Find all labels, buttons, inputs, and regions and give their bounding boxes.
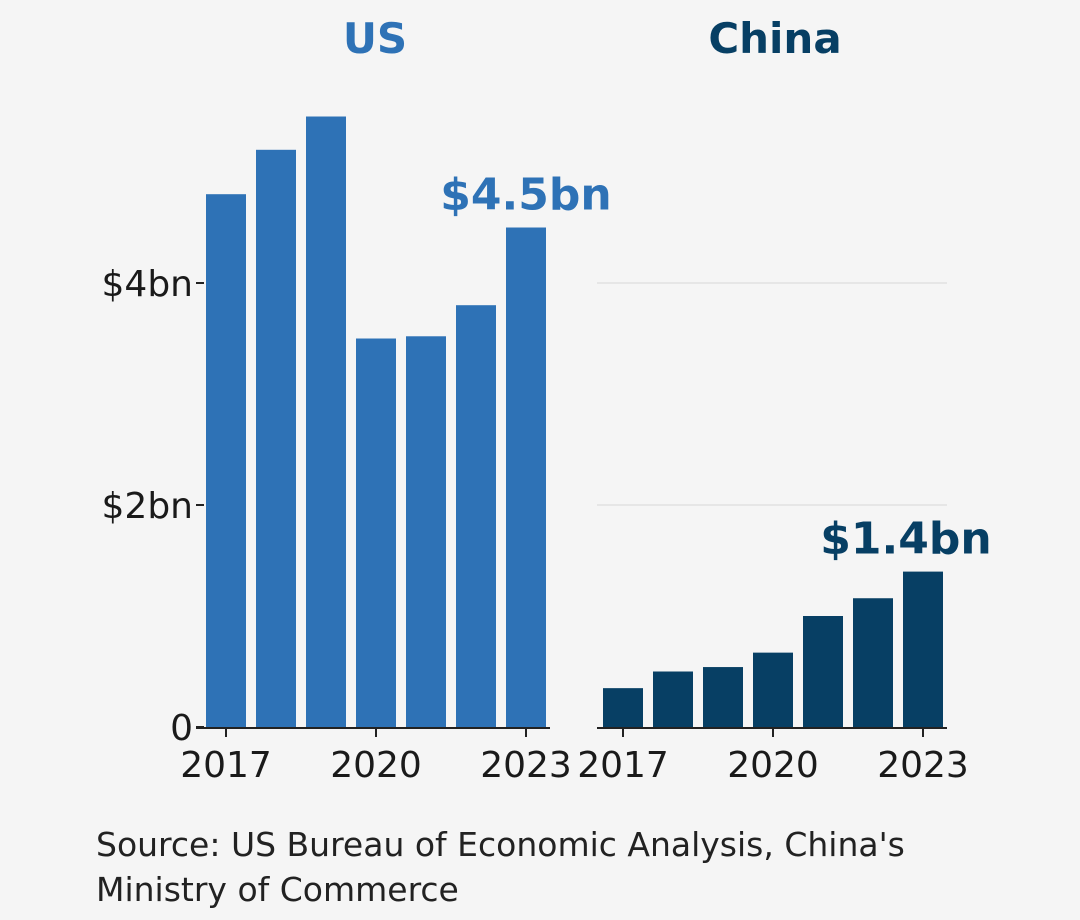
us-x-tick-label: 2017 (180, 745, 272, 786)
us-panel: US 2017 2020 2023 0 $2bn $4bn $4.5bn (102, 14, 612, 786)
china-x-tick-label: 2017 (577, 745, 669, 786)
us-y-tick-label: $2bn (102, 486, 193, 527)
china-bar-2022 (853, 598, 893, 727)
china-x-tick-label: 2020 (727, 745, 819, 786)
china-panel: China 2017 2020 2023 $1.4bn (577, 14, 992, 786)
us-bar-2019 (306, 116, 346, 727)
us-bar-2018 (256, 149, 296, 728)
us-panel-title: US (343, 14, 407, 63)
us-y-tick-label: $4bn (102, 264, 193, 305)
us-bar-2023 (506, 227, 546, 727)
us-x-tick-label: 2020 (330, 745, 422, 786)
source-note: Source: US Bureau of Economic Analysis, … (96, 825, 905, 909)
us-bar-2017 (206, 194, 246, 727)
us-x-tick-label: 2023 (480, 745, 572, 786)
china-bar-2018 (653, 671, 693, 727)
china-bar-2023 (903, 571, 943, 727)
china-bar-2020 (753, 652, 793, 727)
china-data-label: $1.4bn (820, 514, 991, 565)
us-bar-2021 (406, 336, 446, 727)
us-bar-2020 (356, 338, 396, 727)
us-bar-2022 (456, 305, 496, 727)
china-panel-title: China (708, 14, 841, 63)
us-y-tick-label: 0 (170, 708, 193, 749)
us-data-label: $4.5bn (440, 170, 611, 221)
china-bar-2017 (603, 688, 643, 727)
china-x-tick-label: 2023 (877, 745, 969, 786)
china-bar-2019 (703, 667, 743, 727)
china-bar-2021 (803, 616, 843, 727)
